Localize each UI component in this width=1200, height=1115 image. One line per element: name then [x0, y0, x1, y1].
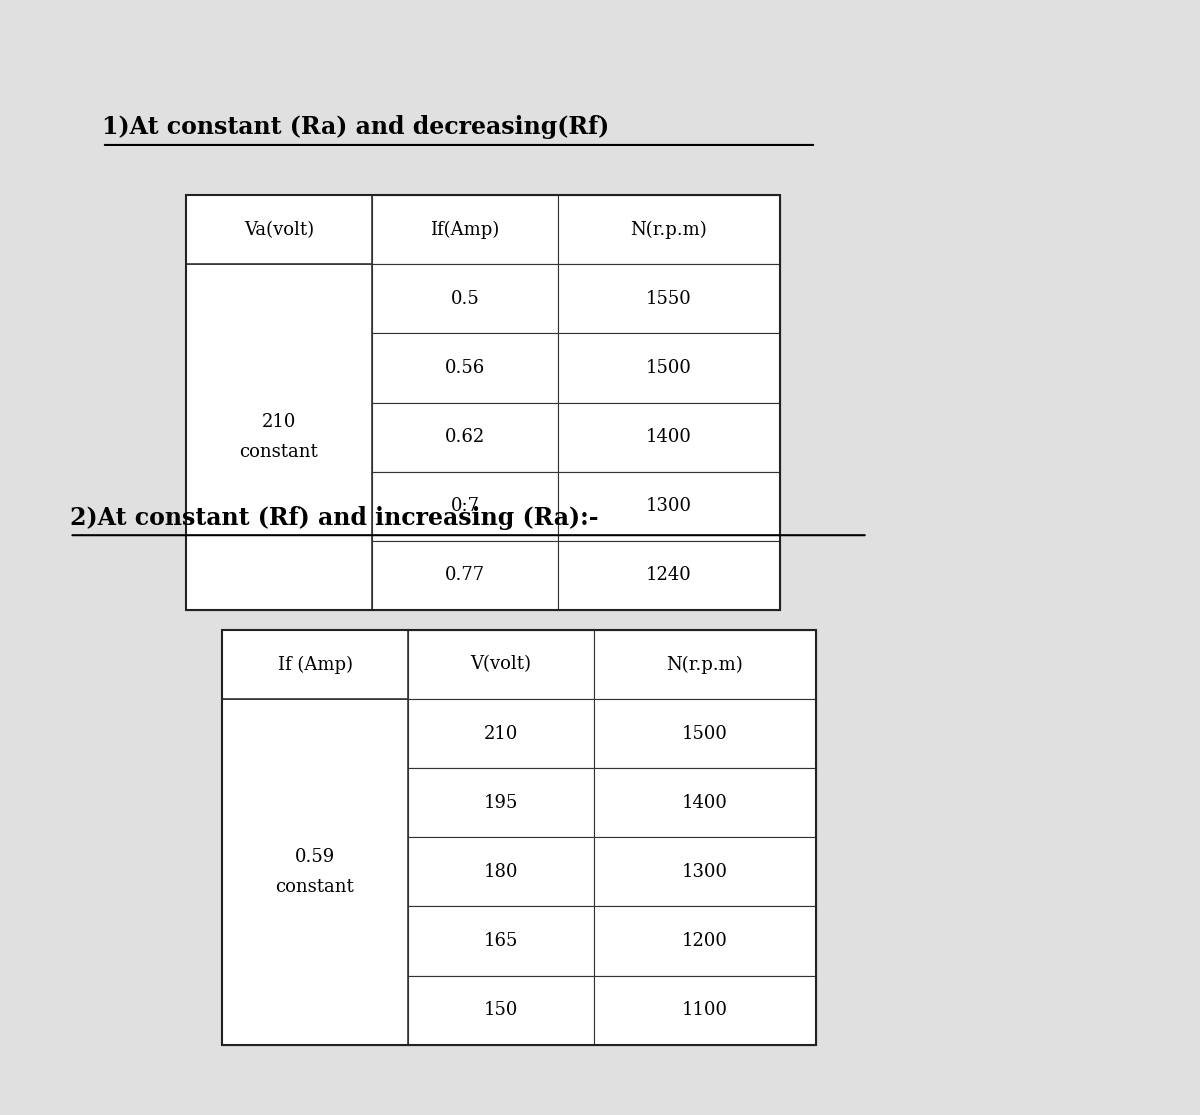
Text: 210: 210: [262, 413, 296, 430]
Text: 1550: 1550: [646, 290, 692, 308]
Text: 0.59: 0.59: [295, 847, 335, 865]
Text: 1500: 1500: [646, 359, 692, 377]
Text: 180: 180: [484, 863, 518, 881]
Text: constant: constant: [276, 879, 354, 896]
Bar: [186, 195, 372, 264]
Bar: [408, 837, 594, 906]
Text: 0:7: 0:7: [450, 497, 480, 515]
Bar: [372, 264, 558, 333]
Text: 0.5: 0.5: [451, 290, 479, 308]
Bar: [558, 541, 780, 610]
Text: Va(volt): Va(volt): [244, 221, 314, 239]
Bar: [408, 768, 594, 837]
Text: 1300: 1300: [682, 863, 728, 881]
Text: Va(volt): Va(volt): [244, 221, 314, 239]
Bar: [186, 541, 372, 610]
Text: V(volt): V(volt): [470, 656, 532, 673]
Text: If (Amp): If (Amp): [277, 656, 353, 673]
Text: If(Amp): If(Amp): [431, 221, 499, 239]
Bar: [594, 976, 816, 1045]
Bar: [186, 195, 780, 610]
Bar: [408, 906, 594, 976]
Text: 0.56: 0.56: [445, 359, 485, 377]
Text: 1100: 1100: [682, 1001, 728, 1019]
Bar: [222, 630, 408, 699]
Bar: [222, 768, 408, 837]
Bar: [186, 195, 372, 264]
Bar: [408, 630, 594, 699]
Text: 150: 150: [484, 1001, 518, 1019]
Bar: [222, 630, 408, 699]
Bar: [558, 264, 780, 333]
Bar: [594, 837, 816, 906]
Text: If (Amp): If (Amp): [277, 656, 353, 673]
Bar: [372, 403, 558, 472]
Bar: [558, 333, 780, 403]
Bar: [186, 333, 372, 403]
Bar: [594, 768, 816, 837]
Bar: [594, 630, 816, 699]
Bar: [222, 699, 408, 768]
Bar: [186, 472, 372, 541]
Text: 0.77: 0.77: [445, 566, 485, 584]
Bar: [222, 976, 408, 1045]
Bar: [222, 699, 408, 1045]
Text: 2)At constant (Rf) and increasing (Ra):-: 2)At constant (Rf) and increasing (Ra):-: [70, 505, 598, 530]
Bar: [222, 630, 816, 1045]
Bar: [186, 264, 372, 610]
Bar: [594, 906, 816, 976]
Text: 210: 210: [484, 725, 518, 743]
Text: 165: 165: [484, 932, 518, 950]
Bar: [222, 837, 408, 906]
Text: 1240: 1240: [646, 566, 692, 584]
Bar: [372, 472, 558, 541]
Bar: [408, 699, 594, 768]
Bar: [222, 906, 408, 976]
Bar: [186, 403, 372, 472]
Text: N(r.p.m): N(r.p.m): [631, 221, 707, 239]
Bar: [186, 264, 372, 333]
Text: 1500: 1500: [682, 725, 728, 743]
Bar: [558, 472, 780, 541]
Text: 1300: 1300: [646, 497, 692, 515]
Text: N(r.p.m): N(r.p.m): [667, 656, 743, 673]
Bar: [372, 541, 558, 610]
Bar: [408, 976, 594, 1045]
Bar: [558, 403, 780, 472]
Text: 1)At constant (Ra) and decreasing(Rf): 1)At constant (Ra) and decreasing(Rf): [102, 115, 610, 139]
Text: 1400: 1400: [682, 794, 728, 812]
Bar: [594, 699, 816, 768]
Text: 195: 195: [484, 794, 518, 812]
Text: 1200: 1200: [682, 932, 728, 950]
Text: 0.62: 0.62: [445, 428, 485, 446]
Text: 1400: 1400: [646, 428, 692, 446]
Text: constant: constant: [240, 444, 318, 462]
Bar: [372, 195, 558, 264]
Bar: [372, 333, 558, 403]
Bar: [558, 195, 780, 264]
